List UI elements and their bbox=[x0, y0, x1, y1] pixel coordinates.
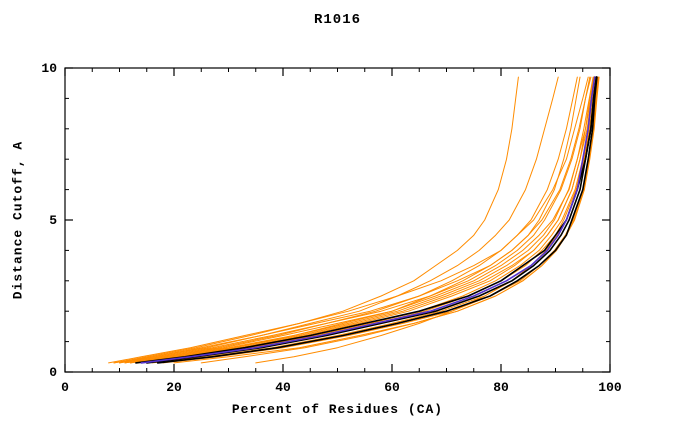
series-line-orange-08 bbox=[135, 76, 596, 364]
series-line-orange-13 bbox=[124, 76, 578, 364]
series-line-orange-02 bbox=[129, 76, 595, 364]
y-tick-label: 0 bbox=[49, 365, 57, 380]
x-axis-label: Percent of Residues (CA) bbox=[231, 402, 444, 417]
x-tick-label: 40 bbox=[275, 380, 291, 395]
x-tick-label: 80 bbox=[493, 380, 509, 395]
x-tick-label: 60 bbox=[384, 380, 400, 395]
series-line-blue-01 bbox=[140, 76, 596, 364]
series-line-black-02 bbox=[135, 76, 598, 364]
y-tick-label: 10 bbox=[41, 61, 57, 76]
series-line-orange-05 bbox=[124, 76, 595, 364]
chart-title: R1016 bbox=[313, 12, 361, 28]
series-line-orange-03 bbox=[108, 76, 589, 364]
series-line-orange-18 bbox=[200, 76, 600, 364]
series-line-orange-16 bbox=[135, 76, 581, 364]
series-line-black-03 bbox=[156, 76, 598, 364]
series-line-orange-15 bbox=[173, 76, 600, 364]
plot-frame bbox=[64, 67, 611, 373]
x-tick-label: 0 bbox=[61, 380, 69, 395]
series-line-orange-06 bbox=[113, 76, 519, 364]
x-tick-label: 20 bbox=[166, 380, 182, 395]
series-line-orange-12 bbox=[129, 76, 594, 364]
series-line-orange-01 bbox=[119, 76, 592, 364]
y-tick-label: 5 bbox=[49, 213, 57, 228]
x-tick-label: 100 bbox=[598, 380, 622, 395]
